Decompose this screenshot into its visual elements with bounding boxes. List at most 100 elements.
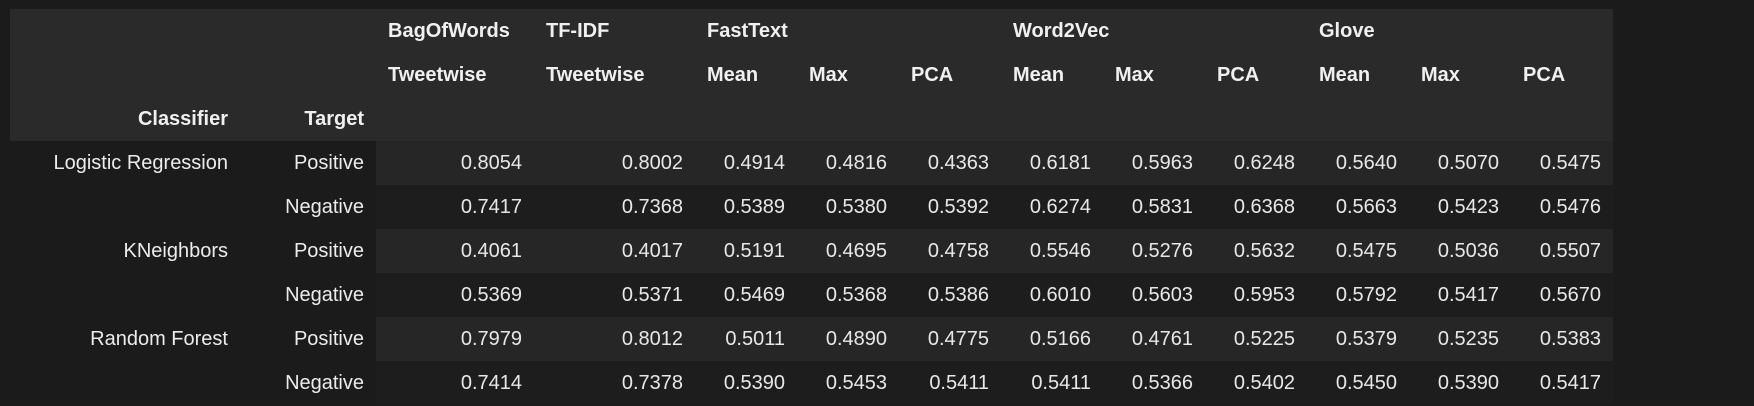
row-classifier: Logistic Regression xyxy=(53,151,228,174)
subheader-cell: Max xyxy=(797,53,899,97)
table-cell: 0.5640 xyxy=(1307,141,1409,185)
table-cell: 0.7378 xyxy=(534,361,695,405)
table-cell: 0.5603 xyxy=(1103,273,1205,317)
table-cell: 0.5191 xyxy=(695,229,797,273)
group-header-word2vec: Word2Vec xyxy=(1001,9,1307,53)
header-blank xyxy=(376,97,1613,141)
table-cell: 0.5546 xyxy=(1001,229,1103,273)
table-cell: 0.5011 xyxy=(695,317,797,361)
row-classifier xyxy=(10,273,240,317)
table-cell: 0.7417 xyxy=(376,185,534,229)
subheader-cell: Mean xyxy=(1307,53,1409,97)
table-cell: 0.6368 xyxy=(1205,185,1307,229)
table-cell: 0.5475 xyxy=(1307,229,1409,273)
table-cell: 0.5390 xyxy=(695,361,797,405)
table-cell: 0.4890 xyxy=(797,317,899,361)
table-cell: 0.6181 xyxy=(1001,141,1103,185)
row-classifier: Random Forest xyxy=(90,327,228,350)
row-target: Positive xyxy=(293,239,364,262)
table-row: Negative 0.5369 0.5371 0.5469 0.5368 0.5386 0.… xyxy=(10,273,1613,317)
table-cell: 0.4775 xyxy=(899,317,1001,361)
table-cell: 0.4758 xyxy=(899,229,1001,273)
table-cell: 0.7979 xyxy=(376,317,534,361)
table-cell: 0.8012 xyxy=(534,317,695,361)
table-cell: 0.6248 xyxy=(1205,141,1307,185)
table-cell: 0.5831 xyxy=(1103,185,1205,229)
index-name-target: Target xyxy=(240,97,376,141)
table-cell: 0.5386 xyxy=(899,273,1001,317)
table-cell: 0.7414 xyxy=(376,361,534,405)
table-cell: 0.5380 xyxy=(797,185,899,229)
table-cell: 0.5366 xyxy=(1103,361,1205,405)
table-cell: 0.6010 xyxy=(1001,273,1103,317)
group-header-tfidf: TF-IDF xyxy=(534,9,695,53)
index-name-classifier: Classifier xyxy=(10,97,240,141)
subheader-cell: Mean xyxy=(695,53,797,97)
table-cell: 0.5383 xyxy=(1511,317,1613,361)
table-cell: 0.4816 xyxy=(797,141,899,185)
table-cell: 0.5450 xyxy=(1307,361,1409,405)
table-cell: 0.5411 xyxy=(899,361,1001,405)
row-target: Negative xyxy=(285,371,364,394)
table-cell: 0.8054 xyxy=(376,141,534,185)
table-cell: 0.5368 xyxy=(797,273,899,317)
table-cell: 0.5632 xyxy=(1205,229,1307,273)
table-cell: 0.5371 xyxy=(534,273,695,317)
header-row-index-names: Classifier Target xyxy=(10,97,1613,141)
table-row: Random Forest Positive 0.7979 0.8012 0.5011 0… xyxy=(10,317,1613,361)
row-classifier xyxy=(10,361,240,405)
row-classifier xyxy=(10,185,240,229)
table-cell: 0.5423 xyxy=(1409,185,1511,229)
table-cell: 0.5663 xyxy=(1307,185,1409,229)
row-classifier: KNeighbors xyxy=(123,239,228,262)
group-header-bagofwords: BagOfWords xyxy=(376,9,534,53)
table-row: Negative 0.7417 0.7368 0.5389 0.5380 0.5392 0.… xyxy=(10,185,1613,229)
table-cell: 0.5953 xyxy=(1205,273,1307,317)
table-cell: 0.5792 xyxy=(1307,273,1409,317)
table-cell: 0.4061 xyxy=(376,229,534,273)
table-cell: 0.4761 xyxy=(1103,317,1205,361)
table-cell: 0.5389 xyxy=(695,185,797,229)
table-cell: 0.5475 xyxy=(1511,141,1613,185)
table-row: KNeighbors Positive 0.4061 0.4017 0.5191 0.46… xyxy=(10,229,1613,273)
header-blank xyxy=(240,53,376,97)
table-cell: 0.5392 xyxy=(899,185,1001,229)
subheader-cell: Tweetwise xyxy=(376,53,534,97)
header-row-groups: BagOfWords TF-IDF FastText Word2Vec Glov… xyxy=(10,9,1613,53)
row-target: Negative xyxy=(285,283,364,306)
table-row: Negative 0.7414 0.7378 0.5390 0.5453 0.5411 0.… xyxy=(10,361,1613,405)
table-cell: 0.5036 xyxy=(1409,229,1511,273)
table-cell: 0.5411 xyxy=(1001,361,1103,405)
table-cell: 0.5379 xyxy=(1307,317,1409,361)
header-blank xyxy=(10,53,240,97)
table-cell: 0.5225 xyxy=(1205,317,1307,361)
table-cell: 0.5476 xyxy=(1511,185,1613,229)
table-cell: 0.6274 xyxy=(1001,185,1103,229)
table-cell: 0.5417 xyxy=(1511,361,1613,405)
subheader-cell: Max xyxy=(1409,53,1511,97)
table-cell: 0.5235 xyxy=(1409,317,1511,361)
table-cell: 0.5402 xyxy=(1205,361,1307,405)
table-cell: 0.5963 xyxy=(1103,141,1205,185)
header-row-subheaders: Tweetwise Tweetwise Mean Max PCA Mean Ma… xyxy=(10,53,1613,97)
table-cell: 0.4017 xyxy=(534,229,695,273)
table-cell: 0.4363 xyxy=(899,141,1001,185)
table-cell: 0.8002 xyxy=(534,141,695,185)
table-cell: 0.5166 xyxy=(1001,317,1103,361)
table-cell: 0.5417 xyxy=(1409,273,1511,317)
table-cell: 0.5453 xyxy=(797,361,899,405)
subheader-cell: Mean xyxy=(1001,53,1103,97)
table-cell: 0.5070 xyxy=(1409,141,1511,185)
results-dataframe: BagOfWords TF-IDF FastText Word2Vec Glov… xyxy=(10,9,1613,405)
table-cell: 0.5469 xyxy=(695,273,797,317)
table-cell: 0.5670 xyxy=(1511,273,1613,317)
row-target: Positive xyxy=(293,151,364,174)
subheader-cell: PCA xyxy=(1511,53,1613,97)
table-cell: 0.5369 xyxy=(376,273,534,317)
subheader-cell: Max xyxy=(1103,53,1205,97)
row-target: Positive xyxy=(293,327,364,350)
subheader-cell: Tweetwise xyxy=(534,53,695,97)
table-row: Logistic Regression Positive 0.8054 0.8002 0… xyxy=(10,141,1613,185)
table-body: Logistic Regression Positive 0.8054 0.8002 0… xyxy=(10,141,1613,405)
table-cell: 0.5276 xyxy=(1103,229,1205,273)
